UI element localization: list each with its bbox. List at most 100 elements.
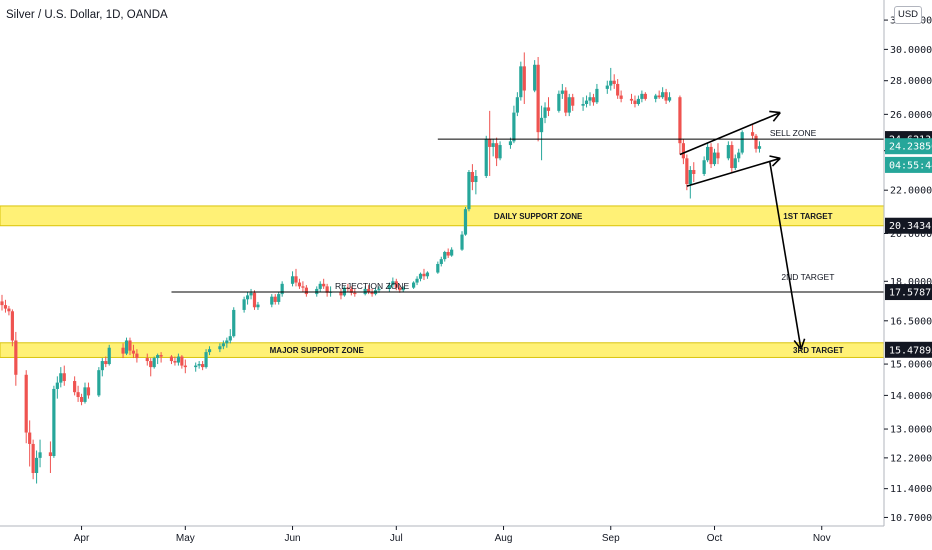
candle[interactable] <box>173 356 177 366</box>
candle[interactable] <box>750 124 755 140</box>
candle[interactable] <box>418 272 423 282</box>
candle[interactable] <box>34 450 39 484</box>
candle[interactable] <box>325 283 329 297</box>
candle[interactable] <box>197 361 201 369</box>
price-axis[interactable]: 10.70000 11.40000 12.20000 13.00000 14.00000… <box>883 0 932 550</box>
candle[interactable] <box>702 156 706 176</box>
candle[interactable] <box>425 271 430 279</box>
candle[interactable] <box>733 154 737 171</box>
candle[interactable] <box>709 143 713 169</box>
candle[interactable] <box>73 376 77 396</box>
candle[interactable] <box>619 90 623 103</box>
candle[interactable] <box>609 67 613 91</box>
candle[interactable] <box>460 231 464 251</box>
candle[interactable] <box>339 288 343 300</box>
candle[interactable] <box>204 349 208 369</box>
candle[interactable] <box>62 365 66 386</box>
candle[interactable] <box>470 164 474 191</box>
candle[interactable] <box>412 281 416 289</box>
candle[interactable] <box>446 248 450 258</box>
candle[interactable] <box>640 90 644 103</box>
candle[interactable] <box>24 370 28 444</box>
candle[interactable] <box>169 355 174 365</box>
candle[interactable] <box>156 353 160 365</box>
candle[interactable] <box>595 83 599 104</box>
candle[interactable] <box>394 278 398 291</box>
candle[interactable] <box>754 133 758 153</box>
candle[interactable] <box>498 141 502 161</box>
candle[interactable] <box>363 286 367 296</box>
candle[interactable] <box>273 294 277 305</box>
candle[interactable] <box>588 92 592 106</box>
candle[interactable] <box>571 93 575 111</box>
candle[interactable] <box>7 305 11 316</box>
candle[interactable] <box>367 285 371 295</box>
candle[interactable] <box>194 362 198 372</box>
candle[interactable] <box>342 286 347 297</box>
candle[interactable] <box>560 83 564 99</box>
candle[interactable] <box>252 290 257 310</box>
candle[interactable] <box>207 346 212 356</box>
candle[interactable] <box>716 143 720 165</box>
candle[interactable] <box>484 135 488 178</box>
candle[interactable] <box>249 288 253 300</box>
candle[interactable] <box>692 162 696 183</box>
candle[interactable] <box>398 285 402 293</box>
candle[interactable] <box>605 80 609 94</box>
candle[interactable] <box>688 166 692 199</box>
candle[interactable] <box>681 139 685 165</box>
candle[interactable] <box>145 353 149 366</box>
drawing-lines[interactable] <box>171 110 884 350</box>
target-projection-arrow[interactable] <box>769 162 806 350</box>
candle[interactable] <box>225 337 229 348</box>
candle[interactable] <box>730 141 734 172</box>
candle[interactable] <box>124 337 129 356</box>
candle[interactable] <box>297 278 302 289</box>
candle[interactable] <box>463 207 468 236</box>
candle[interactable] <box>270 294 274 308</box>
candle[interactable] <box>221 340 225 350</box>
candle[interactable] <box>107 344 111 366</box>
candle[interactable] <box>512 105 516 144</box>
candle[interactable] <box>242 296 246 313</box>
candle[interactable] <box>612 74 616 89</box>
candle[interactable] <box>48 441 53 474</box>
candle[interactable] <box>3 299 8 313</box>
candle[interactable] <box>436 261 440 274</box>
candle[interactable] <box>422 268 426 281</box>
candle[interactable] <box>256 301 260 310</box>
candle[interactable] <box>318 281 322 292</box>
candle[interactable] <box>633 95 637 108</box>
candlestick-series[interactable] <box>0 52 762 484</box>
candle[interactable] <box>135 349 139 363</box>
candle[interactable] <box>59 367 63 388</box>
candle[interactable] <box>79 393 84 406</box>
candle[interactable] <box>349 286 353 296</box>
candle[interactable] <box>415 276 419 286</box>
candle[interactable] <box>28 420 32 467</box>
candle[interactable] <box>536 57 540 142</box>
candle[interactable] <box>277 291 281 305</box>
candle[interactable] <box>387 282 391 292</box>
candle[interactable] <box>159 352 163 363</box>
candle[interactable] <box>10 309 14 347</box>
candle[interactable] <box>474 170 478 195</box>
candle[interactable] <box>14 331 18 386</box>
candle[interactable] <box>322 278 326 289</box>
candle[interactable] <box>104 356 108 368</box>
candle[interactable] <box>678 95 682 155</box>
candle[interactable] <box>488 110 492 176</box>
upper-channel-arrow[interactable] <box>679 110 781 156</box>
candle[interactable] <box>616 79 620 99</box>
candle[interactable] <box>543 102 547 124</box>
candle[interactable] <box>97 367 101 398</box>
candle[interactable] <box>55 376 59 399</box>
candle[interactable] <box>584 95 589 108</box>
candle[interactable] <box>176 353 180 366</box>
candle[interactable] <box>83 382 87 404</box>
candle[interactable] <box>654 93 658 103</box>
candle[interactable] <box>31 439 35 480</box>
candle[interactable] <box>346 283 350 292</box>
candle[interactable] <box>152 356 156 369</box>
candle[interactable] <box>128 337 132 356</box>
